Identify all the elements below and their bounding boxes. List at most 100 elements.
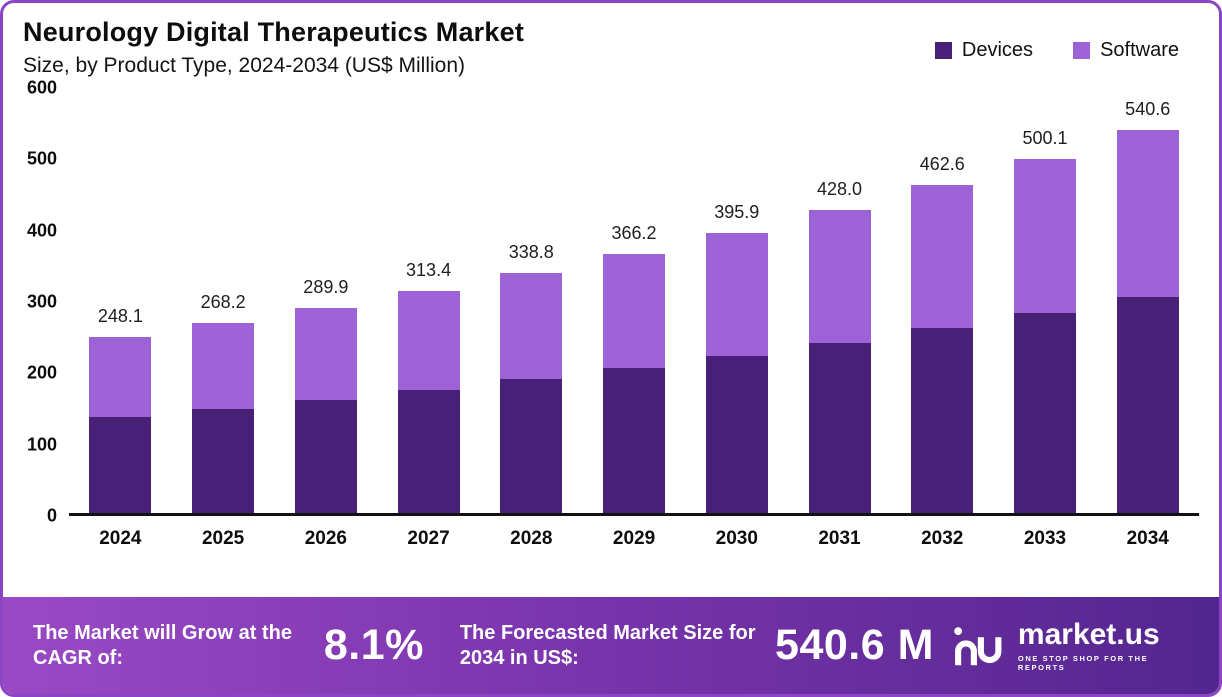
title-block: Neurology Digital Therapeutics Market Si…	[23, 17, 524, 78]
brand-tagline: ONE STOP SHOP FOR THE REPORTS	[1017, 653, 1149, 672]
x-axis-label: 2033	[1023, 528, 1067, 549]
bar-segment-devices	[500, 379, 563, 513]
x-axis-label: 2031	[818, 528, 861, 549]
bar-group: 540.6	[1096, 88, 1199, 513]
bar-value-label: 500.1	[1022, 127, 1068, 148]
bar-segment-software	[1013, 158, 1076, 314]
bar-group: 462.6	[891, 88, 994, 513]
bar-group: 313.4	[377, 88, 480, 513]
legend-label: Devices	[961, 39, 1034, 61]
y-tick-label: 100	[26, 434, 57, 455]
bar-segment-software	[705, 232, 768, 356]
x-axis-label: 2034	[1126, 528, 1169, 549]
plot-area: 248.1 268.2 289.9 313.4 338.8 366.2 395.9 428.0…	[69, 88, 1199, 516]
y-tick-label: 600	[26, 77, 57, 98]
plot-column: 248.1 268.2 289.9 313.4 338.8 366.2 395.9 428.0…	[69, 88, 1199, 562]
bar-segment-software	[911, 185, 974, 329]
bar-segment-software	[192, 323, 255, 409]
bar-stack	[192, 323, 255, 513]
page-title: Neurology Digital Therapeutics Market	[23, 17, 525, 47]
forecast-value: 540.6 M	[775, 621, 934, 669]
y-tick-label: 400	[26, 220, 57, 241]
bar-group: 268.2	[172, 88, 275, 513]
bar-segment-software	[397, 291, 460, 390]
bar-group: 366.2	[583, 88, 686, 513]
x-axis-label: 2025	[201, 528, 245, 549]
cagr-label: The Market will Grow at the CAGR of:	[33, 621, 292, 669]
y-tick-label: 0	[46, 505, 57, 526]
y-tick-label: 200	[26, 362, 57, 383]
x-axis-label: 2028	[510, 528, 553, 549]
bar-segment-software	[89, 337, 152, 418]
bar-segment-devices	[192, 408, 255, 513]
brand-name: market.us	[1017, 617, 1160, 651]
x-axis-label: 2030	[715, 528, 758, 549]
bar-group: 248.1	[69, 88, 172, 513]
bar-segment-software	[603, 253, 666, 368]
brand-text: market.us ONE STOP SHOP FOR THE REPORTS	[1017, 617, 1193, 672]
bar-segment-devices	[397, 389, 460, 513]
bar-segment-software	[500, 273, 563, 380]
bar-segment-devices	[911, 328, 974, 513]
bar-segment-software	[294, 307, 357, 400]
bar-value-label: 248.1	[97, 306, 143, 327]
bar-value-label: 313.4	[406, 260, 452, 281]
bar-segment-devices	[808, 343, 871, 513]
y-axis: 0 100 200 300 400 500 600	[15, 78, 69, 526]
x-axis: 2024 2025 2026 2027 2028 2029 2030 2031 2032 2033…	[69, 516, 1199, 562]
bar-segment-devices	[1116, 296, 1179, 513]
y-tick-label: 300	[26, 291, 57, 312]
bar-stack	[1116, 130, 1179, 513]
bar-stack	[294, 307, 357, 513]
legend-item-software: Software	[1073, 39, 1179, 62]
x-axis-label: 2027	[407, 528, 450, 549]
bar-group: 395.9	[685, 88, 788, 513]
bar-segment-devices	[705, 355, 768, 513]
x-axis-label: 2032	[921, 528, 964, 549]
market-us-logo-icon	[954, 626, 1002, 665]
bar-stack	[705, 232, 768, 513]
bar-group: 428.0	[788, 88, 891, 513]
bar-group: 500.1	[994, 88, 1097, 513]
footer-banner: The Market will Grow at the CAGR of: 8.1…	[3, 597, 1219, 694]
bar-value-label: 462.6	[919, 154, 965, 175]
cagr-value: 8.1%	[323, 621, 424, 669]
bar-stack	[500, 273, 563, 513]
y-tick-label: 500	[26, 148, 57, 169]
bar-value-label: 428.0	[816, 178, 863, 199]
bar-group: 289.9	[274, 88, 377, 513]
bar-segment-software	[808, 209, 871, 343]
bar-value-label: 366.2	[611, 222, 657, 243]
bar-stack	[603, 253, 666, 513]
bar-value-label: 268.2	[200, 292, 246, 313]
bar-stack	[808, 209, 871, 513]
forecast-label: The Forecasted Market Size for 2034 in U…	[459, 621, 756, 669]
x-axis-label: 2024	[99, 528, 142, 549]
chart-legend: Devices Software	[934, 39, 1179, 62]
bar-stack	[911, 185, 974, 513]
page-subtitle: Size, by Product Type, 2024-2034 (US$ Mi…	[23, 54, 466, 77]
bar-stack	[1013, 158, 1076, 513]
market-us-logo: market.us ONE STOP SHOP FOR THE REPORTS	[952, 617, 1193, 672]
bar-segment-devices	[294, 399, 357, 513]
bar-value-label: 395.9	[714, 201, 760, 222]
bar-stack	[89, 337, 152, 513]
bar-segment-devices	[1013, 313, 1076, 513]
stacked-bar-chart: 0 100 200 300 400 500 600 248.1 268.2 289.9 313.4…	[3, 78, 1219, 562]
bar-segment-software	[1116, 130, 1179, 297]
bar-segment-devices	[89, 417, 152, 513]
x-axis-label: 2026	[304, 528, 347, 549]
x-axis-label: 2029	[612, 528, 656, 549]
bar-group: 338.8	[480, 88, 583, 513]
legend-item-devices: Devices	[934, 39, 1034, 62]
software-swatch-icon	[1073, 42, 1091, 59]
legend-label: Software	[1100, 39, 1179, 61]
bar-value-label: 540.6	[1125, 99, 1171, 120]
bar-value-label: 289.9	[303, 276, 349, 297]
devices-swatch-icon	[934, 42, 952, 59]
bar-value-label: 338.8	[508, 242, 554, 263]
header: Neurology Digital Therapeutics Market Si…	[3, 3, 1219, 78]
bar-segment-devices	[603, 367, 666, 513]
bar-stack	[397, 291, 460, 513]
